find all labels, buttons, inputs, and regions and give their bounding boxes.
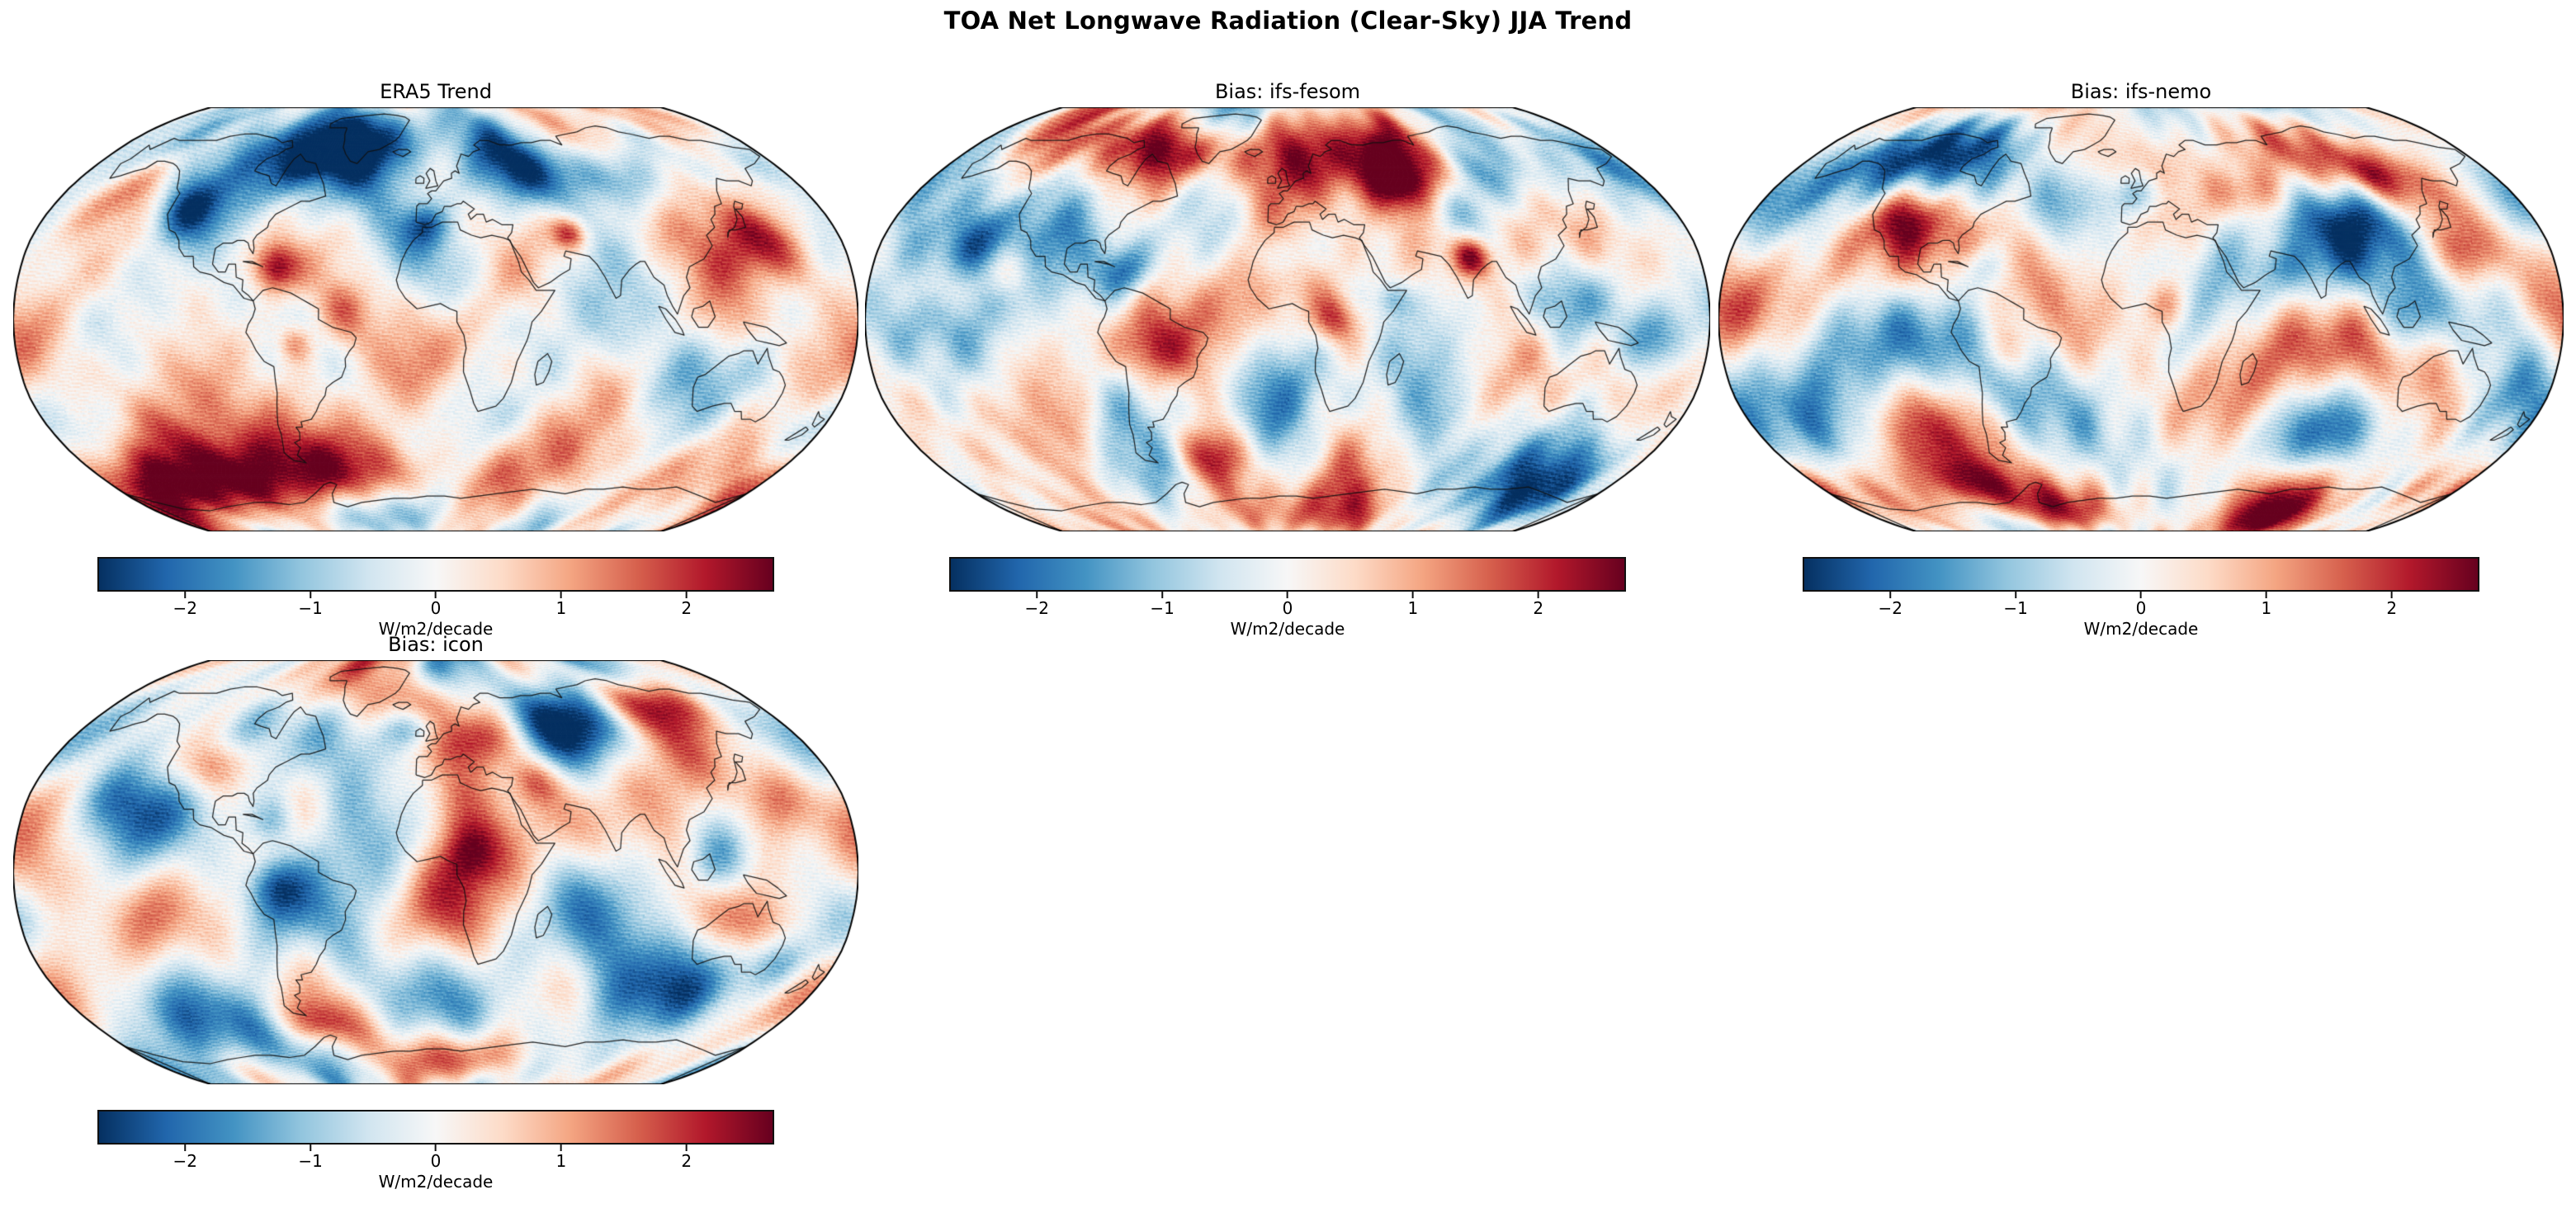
tick-mark bbox=[1161, 592, 1164, 598]
tick-mark bbox=[685, 592, 688, 598]
colorbar-gradient bbox=[97, 557, 774, 592]
colorbar-tick: −2 bbox=[1879, 592, 1902, 617]
colorbar-tick: −1 bbox=[298, 592, 323, 618]
tick-mark bbox=[2265, 592, 2267, 598]
colorbar-tick: −2 bbox=[1025, 592, 1049, 617]
colorbar-unit-label: W/m2/decade bbox=[2083, 619, 2199, 639]
colorbar-tick: 0 bbox=[2135, 592, 2147, 618]
tick-mark bbox=[434, 1145, 437, 1151]
tick-mark bbox=[1537, 592, 1539, 598]
panel-ifs-fesom-title: Bias: ifs-fesom bbox=[1214, 80, 1361, 103]
colorbar-gradient bbox=[97, 1110, 774, 1145]
colorbar-tick: 1 bbox=[555, 592, 566, 617]
tick-label: 1 bbox=[1407, 598, 1419, 618]
colorbar-tick: −1 bbox=[298, 1145, 323, 1171]
map-ifs-nemo bbox=[1718, 107, 2564, 531]
map-ifs-fesom bbox=[865, 107, 1710, 531]
map-canvas-era5 bbox=[13, 107, 858, 531]
colorbar-tick: 1 bbox=[2261, 592, 2271, 617]
colorbar-tick: −1 bbox=[1150, 592, 1175, 618]
colorbar-tick: 0 bbox=[430, 592, 442, 618]
tick-label: −1 bbox=[298, 598, 323, 618]
colorbar-tick: 0 bbox=[430, 1145, 442, 1171]
colorbar-unit-label: W/m2/decade bbox=[1230, 619, 1345, 639]
tick-label: −1 bbox=[1150, 598, 1175, 618]
colorbar-unit-label: W/m2/decade bbox=[378, 1172, 494, 1192]
tick-label: 2 bbox=[681, 598, 692, 618]
tick-mark bbox=[1411, 592, 1414, 598]
tick-label: −2 bbox=[1024, 598, 1050, 618]
colorbar-ticks: −2 −1 0 1 2 bbox=[949, 592, 1626, 618]
colorbar-tick: −2 bbox=[173, 592, 197, 617]
panel-ifs-fesom: Bias: ifs-fesom −2 −1 0 1 2 W/m2/decade bbox=[865, 79, 1710, 639]
panel-ifs-nemo: Bias: ifs-nemo −2 −1 0 1 2 W/m2/decade bbox=[1718, 79, 2564, 639]
tick-label: −1 bbox=[298, 1151, 323, 1171]
panel-era5-title: ERA5 Trend bbox=[380, 80, 492, 103]
tick-label: 0 bbox=[430, 598, 442, 618]
map-canvas-ifs-fesom bbox=[865, 107, 1710, 531]
colorbar-ticks: −2 −1 0 1 2 bbox=[97, 1145, 774, 1171]
tick-mark bbox=[560, 1145, 562, 1151]
panel-era5: ERA5 Trend −2 −1 0 1 2 W/m2/decade bbox=[13, 79, 858, 639]
colorbar-gradient bbox=[1803, 557, 2479, 592]
tick-mark bbox=[310, 1145, 312, 1151]
tick-label: −1 bbox=[2003, 598, 2028, 618]
colorbar-tick: 1 bbox=[1407, 592, 1418, 617]
map-canvas-ifs-nemo bbox=[1718, 107, 2564, 531]
colorbar-unit-label: W/m2/decade bbox=[378, 619, 494, 639]
colorbar-tick: −1 bbox=[2003, 592, 2028, 618]
tick-label: 2 bbox=[681, 1151, 692, 1171]
tick-label: 2 bbox=[2386, 598, 2398, 618]
panel-icon-title: Bias: icon bbox=[388, 633, 484, 656]
tick-mark bbox=[434, 592, 437, 598]
tick-label: 1 bbox=[2261, 598, 2272, 618]
tick-mark bbox=[560, 592, 562, 598]
tick-mark bbox=[2139, 592, 2142, 598]
colorbar-ifs-nemo: −2 −1 0 1 2 W/m2/decade bbox=[1803, 557, 2479, 639]
colorbar-tick: 1 bbox=[555, 1145, 566, 1170]
map-canvas-icon bbox=[13, 660, 858, 1084]
tick-mark bbox=[184, 592, 187, 598]
tick-mark bbox=[1286, 592, 1288, 598]
tick-label: 2 bbox=[1533, 598, 1544, 618]
colorbar-ticks: −2 −1 0 1 2 bbox=[97, 592, 774, 618]
colorbar-tick: 2 bbox=[2386, 592, 2397, 617]
tick-mark bbox=[685, 1145, 688, 1151]
tick-mark bbox=[2015, 592, 2017, 598]
colorbar-tick: 2 bbox=[1533, 592, 1543, 617]
colorbar-era5: −2 −1 0 1 2 W/m2/decade bbox=[97, 557, 774, 639]
tick-mark bbox=[184, 1145, 187, 1151]
panel-icon: Bias: icon −2 −1 0 1 2 W/m2/decade bbox=[13, 632, 858, 1192]
tick-label: −2 bbox=[173, 598, 198, 618]
tick-label: 0 bbox=[1282, 598, 1293, 618]
colorbar-tick: 2 bbox=[681, 592, 692, 617]
tick-label: 1 bbox=[555, 1151, 567, 1171]
tick-label: 1 bbox=[555, 598, 567, 618]
tick-label: −2 bbox=[173, 1151, 198, 1171]
tick-mark bbox=[2390, 592, 2393, 598]
tick-label: 0 bbox=[2135, 598, 2147, 618]
tick-mark bbox=[1889, 592, 1892, 598]
tick-mark bbox=[310, 592, 312, 598]
colorbar-ifs-fesom: −2 −1 0 1 2 W/m2/decade bbox=[949, 557, 1626, 639]
colorbar-tick: −2 bbox=[173, 1145, 197, 1170]
tick-label: −2 bbox=[1878, 598, 1903, 618]
figure-title: TOA Net Longwave Radiation (Clear-Sky) J… bbox=[943, 7, 1633, 35]
panel-ifs-nemo-title: Bias: ifs-nemo bbox=[2070, 80, 2212, 103]
map-era5 bbox=[13, 107, 858, 531]
colorbar-icon: −2 −1 0 1 2 W/m2/decade bbox=[97, 1110, 774, 1192]
colorbar-tick: 2 bbox=[681, 1145, 692, 1170]
colorbar-gradient bbox=[949, 557, 1626, 592]
tick-mark bbox=[1036, 592, 1038, 598]
map-icon bbox=[13, 660, 858, 1084]
tick-label: 0 bbox=[430, 1151, 442, 1171]
colorbar-ticks: −2 −1 0 1 2 bbox=[1803, 592, 2479, 618]
colorbar-tick: 0 bbox=[1283, 592, 1293, 617]
